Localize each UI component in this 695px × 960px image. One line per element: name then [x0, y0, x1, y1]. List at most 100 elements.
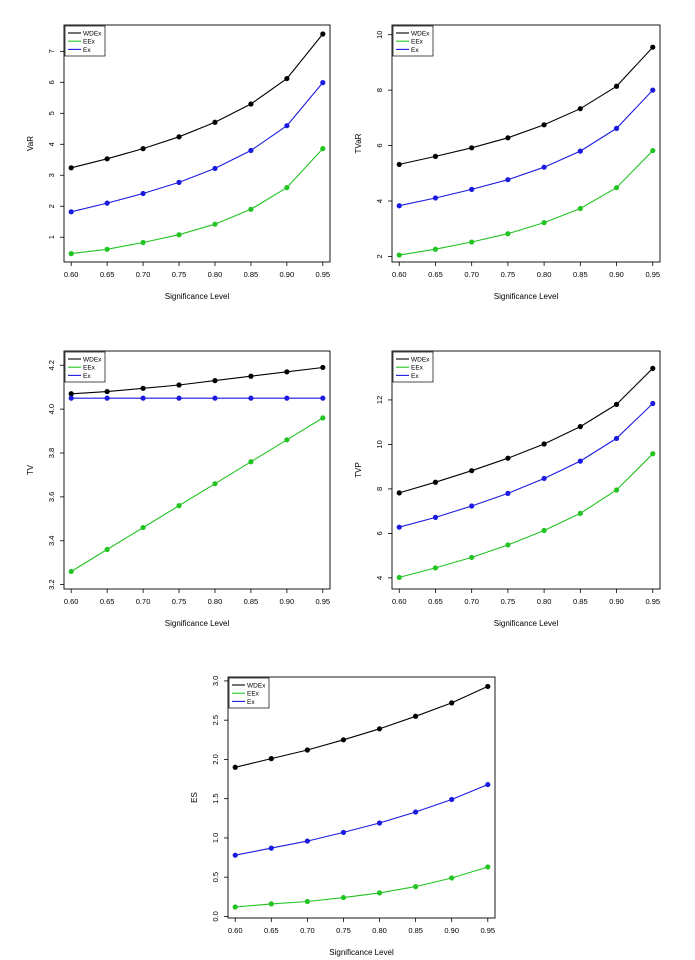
- data-point-wdex: [140, 146, 146, 152]
- x-tick-label: 0.85: [244, 597, 259, 606]
- plot-frame: [63, 350, 331, 590]
- series-line-ex: [235, 783, 489, 856]
- x-tick-label: 0.60: [392, 270, 407, 279]
- data-point-eex: [613, 487, 620, 493]
- y-tick-label: 3: [47, 173, 56, 177]
- data-point-eex: [505, 542, 511, 548]
- y-axis-label: TV: [26, 464, 35, 475]
- data-point-eex: [449, 875, 455, 881]
- data-point-eex: [469, 554, 475, 561]
- data-point-eex: [541, 220, 547, 226]
- data-point-wdex: [613, 401, 620, 407]
- legend-label: EEx: [247, 691, 260, 698]
- series-line-eex: [70, 417, 324, 572]
- data-point-eex: [376, 890, 383, 896]
- y-tick-label: 0.5: [211, 872, 220, 882]
- data-point-eex: [340, 894, 347, 901]
- series-line-ex: [399, 89, 654, 207]
- x-tick-label: 0.65: [100, 597, 115, 606]
- data-point-wdex: [577, 106, 583, 112]
- data-point-wdex: [505, 135, 511, 141]
- data-point-ex: [340, 829, 347, 836]
- x-tick-label: 0.80: [208, 270, 223, 279]
- x-tick-label: 0.70: [464, 597, 479, 606]
- x-tick-label: 0.95: [645, 270, 660, 279]
- data-point-wdex: [650, 365, 656, 371]
- data-point-wdex: [613, 83, 620, 89]
- data-point-ex: [268, 845, 274, 851]
- data-point-eex: [650, 451, 656, 457]
- data-point-eex: [140, 524, 146, 531]
- legend-label: Ex: [411, 47, 419, 54]
- data-point-ex: [650, 400, 656, 407]
- data-point-eex: [320, 146, 326, 152]
- data-point-ex: [613, 435, 620, 442]
- y-tick-label: 10: [375, 440, 384, 448]
- x-tick-label: 0.75: [172, 597, 187, 606]
- series-line-wdex: [235, 685, 489, 768]
- data-point-ex: [432, 514, 439, 520]
- legend-label: WDEx: [83, 31, 102, 38]
- y-tick-label: 6: [47, 80, 56, 84]
- series-line-eex: [399, 150, 654, 256]
- data-point-wdex: [104, 388, 110, 395]
- data-point-wdex: [340, 737, 347, 743]
- data-point-wdex: [505, 455, 511, 461]
- y-tick-label: 8: [375, 487, 384, 491]
- data-point-ex: [104, 395, 110, 401]
- data-point-eex: [176, 503, 182, 509]
- data-point-ex: [376, 820, 383, 826]
- legend-label: WDEx: [247, 683, 266, 690]
- data-point-ex: [613, 125, 620, 131]
- legend-label: EEx: [411, 39, 424, 46]
- x-tick-label: 0.90: [609, 270, 624, 279]
- y-tick-label: 3.0: [211, 676, 220, 686]
- data-point-ex: [212, 395, 218, 401]
- x-tick-label: 0.65: [428, 270, 443, 279]
- data-point-wdex: [396, 161, 402, 168]
- data-point-wdex: [577, 424, 583, 430]
- data-point-wdex: [469, 468, 475, 474]
- data-point-ex: [449, 796, 455, 803]
- data-point-ex: [396, 524, 402, 530]
- x-tick-label: 0.95: [645, 597, 660, 606]
- y-tick-label: 4.0: [47, 404, 56, 414]
- data-point-eex: [650, 147, 656, 154]
- y-tick-label: 10: [375, 31, 384, 39]
- plot-frame: [63, 24, 331, 263]
- x-tick-label: 0.90: [444, 926, 459, 935]
- data-point-eex: [284, 185, 290, 191]
- data-point-wdex: [248, 373, 254, 379]
- y-tick-label: 12: [375, 396, 384, 404]
- data-point-wdex: [248, 101, 254, 107]
- legend-label: WDEx: [411, 357, 430, 364]
- data-point-wdex: [541, 122, 547, 128]
- data-point-ex: [485, 781, 491, 788]
- data-point-wdex: [376, 726, 383, 732]
- series-line-eex: [235, 866, 488, 908]
- data-point-ex: [248, 147, 254, 154]
- legend-label: EEx: [411, 365, 424, 372]
- x-tick-label: 0.85: [573, 270, 588, 279]
- data-point-ex: [284, 123, 290, 129]
- series-line-eex: [399, 453, 654, 578]
- x-tick-label: 0.95: [316, 597, 331, 606]
- y-tick-label: 4: [47, 142, 56, 146]
- x-tick-label: 0.95: [480, 926, 495, 935]
- x-axis-label: Significance Level: [494, 619, 559, 628]
- data-point-ex: [432, 195, 439, 201]
- x-tick-label: 0.90: [280, 270, 295, 279]
- y-tick-label: 5: [47, 111, 56, 115]
- plot-frame: [391, 24, 661, 263]
- data-point-ex: [304, 838, 310, 844]
- data-point-ex: [505, 177, 511, 183]
- x-tick-label: 0.90: [280, 597, 295, 606]
- data-point-ex: [248, 395, 254, 401]
- x-tick-label: 0.75: [172, 270, 187, 279]
- x-tick-label: 0.80: [537, 270, 552, 279]
- y-tick-label: 1: [47, 235, 56, 239]
- data-point-eex: [232, 904, 238, 910]
- y-tick-label: 6: [375, 143, 384, 147]
- data-point-eex: [212, 481, 218, 487]
- y-tick-label: 3.6: [47, 492, 56, 502]
